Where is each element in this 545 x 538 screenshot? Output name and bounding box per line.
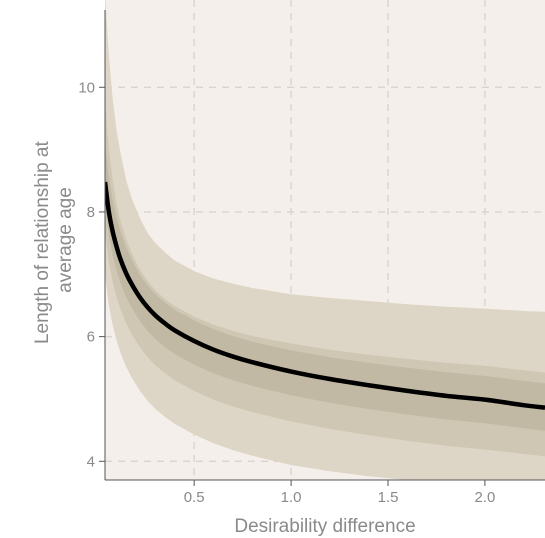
x-axis-title: Desirability difference bbox=[234, 516, 415, 537]
x-tick-label-0: 0.5 bbox=[184, 489, 205, 506]
tick-labels: 0.5 1.0 1.5 2.0 4 6 8 10 bbox=[78, 79, 495, 506]
series-line-median bbox=[105, 181, 545, 410]
y-tick-label-1: 6 bbox=[87, 329, 95, 346]
y-axis-title-line-2: average age bbox=[55, 187, 76, 293]
y-axis-title-line-1: Length of relationship at bbox=[32, 141, 53, 345]
band-inner bbox=[105, 143, 545, 431]
y-tick-label-2: 8 bbox=[87, 204, 95, 221]
uncertainty-bands bbox=[105, 0, 545, 480]
x-tick-label-2: 1.5 bbox=[378, 489, 399, 506]
y-tick-label-3: 10 bbox=[78, 79, 95, 96]
x-tick-label-1: 1.0 bbox=[281, 489, 302, 506]
y-tick-label-0: 4 bbox=[87, 453, 95, 470]
y-axis-title: Length of relationship at average age bbox=[32, 136, 76, 344]
x-tick-label-3: 2.0 bbox=[474, 489, 495, 506]
axes bbox=[104, 10, 545, 481]
series-lines bbox=[105, 181, 545, 410]
